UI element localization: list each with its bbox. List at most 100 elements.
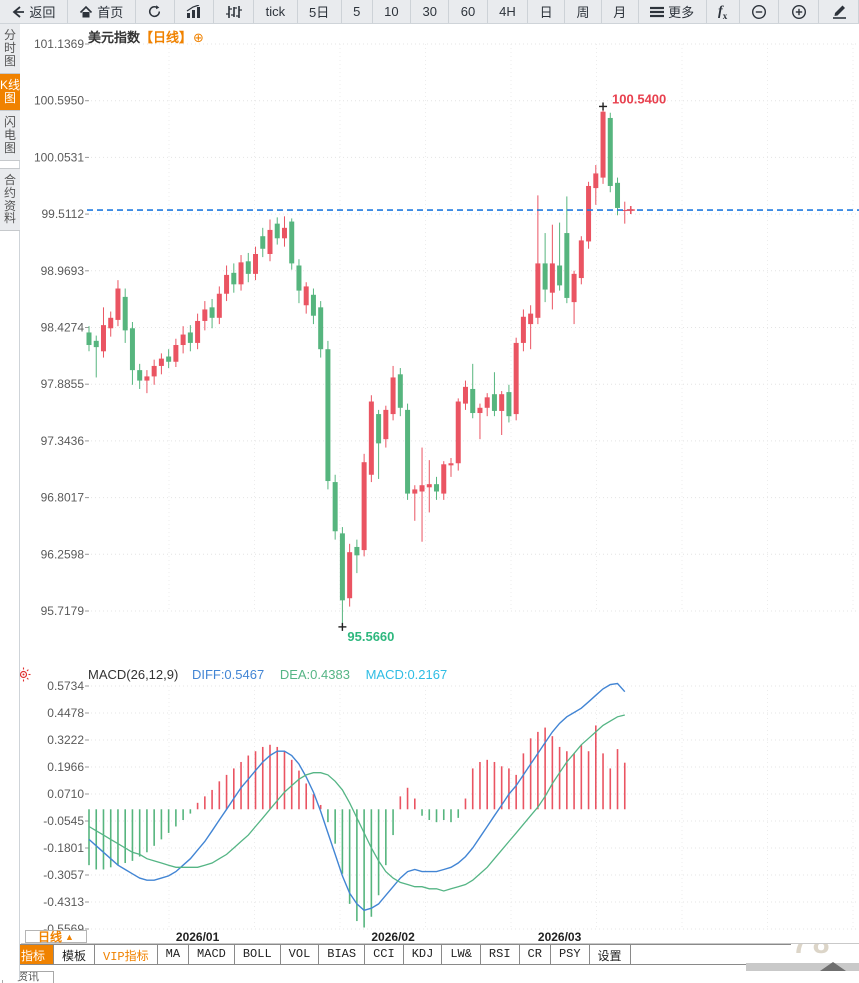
- expand-symbol-icon[interactable]: ⊕: [193, 30, 204, 45]
- xaxis-month-label: 2026/01: [175, 930, 220, 944]
- zoom-in-icon: [791, 4, 807, 20]
- xaxis-month-label: 2026/03: [537, 930, 582, 944]
- candle: [86, 332, 92, 346]
- toolbar-back-button[interactable]: 返回: [0, 0, 68, 23]
- toolbar-interval-tick-button[interactable]: tick: [254, 0, 298, 23]
- toolbar-interval-4h-button[interactable]: 4H: [488, 0, 529, 23]
- macd-axis-tick: 0.1966: [47, 760, 84, 774]
- tabs-filler: [631, 945, 791, 964]
- toolbar-interval-5d-button[interactable]: 5日: [298, 0, 342, 23]
- menu-icon: [650, 6, 665, 18]
- tab-vol[interactable]: VOL: [281, 945, 320, 964]
- toolbar-interval-month-button[interactable]: 月: [602, 0, 639, 23]
- toolbar-draw-button[interactable]: [819, 0, 859, 23]
- macd-axis-tick: -0.3057: [43, 868, 84, 882]
- toolbar-interval-week-button[interactable]: 周: [565, 0, 602, 23]
- toolbar-label: 4H: [499, 4, 516, 19]
- candle: [144, 376, 150, 381]
- price-axis-tick: 98.4274: [41, 321, 85, 335]
- candle: [397, 374, 403, 408]
- tab-cr[interactable]: CR: [520, 945, 551, 964]
- candle: [390, 377, 396, 415]
- tab-indicator[interactable]: 指标: [12, 945, 55, 964]
- candle: [506, 392, 512, 417]
- price-axis-tick: 99.5112: [42, 207, 85, 221]
- price-axis-tick: 100.5950: [34, 94, 84, 108]
- fx-icon: fx: [718, 3, 728, 21]
- tab-vip-indicator[interactable]: VIP指标: [95, 945, 158, 964]
- toolbar-zoom-in-button[interactable]: [779, 0, 820, 23]
- candle: [499, 394, 505, 411]
- price-axis-tick: 96.2598: [41, 547, 85, 561]
- period-selector[interactable]: 日线 ▲: [25, 930, 87, 944]
- macd-axis-tick: -0.0545: [43, 814, 84, 828]
- candle: [520, 316, 526, 343]
- xaxis-month-label: 2026/02: [371, 930, 415, 944]
- tab-lw[interactable]: LW&: [442, 945, 481, 964]
- sidebar-tab-time-share[interactable]: 分时图: [0, 24, 20, 74]
- toolbar-refresh-button[interactable]: [136, 0, 175, 23]
- candlestick-icon: [225, 5, 242, 19]
- tab-kdj[interactable]: KDJ: [404, 945, 443, 964]
- toolbar-label: tick: [265, 4, 286, 19]
- gridlines: 101.1369 100.5950 100.0531 99.5112 98.9693 98…: [34, 37, 859, 936]
- tabs-horizontal-scrollbar[interactable]: [746, 962, 859, 971]
- toolbar-label: 周: [576, 5, 590, 20]
- toolbar-interval-5m-button[interactable]: 5: [342, 0, 373, 23]
- macd-diff-value: DIFF:0.5467: [191, 667, 265, 682]
- left-sidebar: 分时图 K线图 闪电图合约资料: [0, 24, 20, 980]
- tab-rsi[interactable]: RSI: [481, 945, 520, 964]
- candle: [622, 210, 628, 212]
- candle: [368, 401, 374, 475]
- toolbar-bar-chart-mode-button[interactable]: [175, 0, 215, 23]
- tab-template[interactable]: 模板: [54, 945, 96, 964]
- toolbar-candlestick-mode-button[interactable]: [214, 0, 255, 23]
- candle: [93, 340, 99, 348]
- sidebar-tab-kline[interactable]: K线图: [0, 73, 20, 111]
- candle: [455, 401, 461, 464]
- candle: [310, 294, 316, 316]
- toolbar-zoom-out-button[interactable]: [740, 0, 780, 23]
- candle: [108, 317, 114, 329]
- toolbar-home-button[interactable]: 首页: [68, 0, 136, 23]
- candle: [216, 293, 222, 318]
- toolbar-indicator-fx-button[interactable]: fx: [707, 0, 740, 23]
- toolbar-interval-day-button[interactable]: 日: [528, 0, 566, 23]
- tab-settings[interactable]: 设置: [590, 945, 631, 964]
- candle: [231, 272, 237, 285]
- candle: [202, 309, 208, 321]
- tab-bias[interactable]: BIAS: [319, 945, 366, 964]
- sidebar-tab-lightning[interactable]: 闪电图: [0, 110, 20, 161]
- toolbar-label: 5日: [309, 5, 330, 20]
- candle: [267, 229, 273, 254]
- tab-macd[interactable]: MACD: [189, 945, 235, 964]
- candle: [549, 263, 555, 293]
- high-marker: 100.5400: [599, 91, 666, 111]
- toolbar-interval-10m-button[interactable]: 10: [373, 0, 412, 23]
- candle: [339, 533, 345, 601]
- candle: [158, 358, 164, 366]
- scrollbar-thumb-icon[interactable]: [820, 962, 846, 971]
- candle: [484, 397, 490, 408]
- candle: [441, 464, 447, 494]
- candle: [578, 240, 584, 279]
- tab-psy[interactable]: PSY: [551, 945, 590, 964]
- toolbar-interval-60m-button[interactable]: 60: [449, 0, 488, 23]
- candle: [383, 409, 389, 440]
- candle: [615, 182, 621, 208]
- macd-axis-tick: -0.1801: [43, 841, 84, 855]
- candle: [151, 365, 157, 377]
- candle: [542, 263, 548, 290]
- bar-chart-icon: [186, 4, 202, 19]
- toolbar-more-button[interactable]: 更多: [639, 0, 707, 23]
- candle: [224, 274, 230, 294]
- sidebar-tab-contract-info[interactable]: 合约资料: [0, 167, 20, 232]
- candle: [376, 414, 382, 444]
- tab-cci[interactable]: CCI: [365, 945, 404, 964]
- tab-boll[interactable]: BOLL: [235, 945, 281, 964]
- toolbar-interval-30m-button[interactable]: 30: [411, 0, 450, 23]
- price-axis-tick: 97.8855: [41, 377, 85, 391]
- indicator-tabs-row: 指标 模板 VIP指标 MA MACD BOLL VOL BIAS CCI KDJ LW& RSI CR…: [12, 944, 791, 965]
- tab-ma[interactable]: MA: [158, 945, 190, 964]
